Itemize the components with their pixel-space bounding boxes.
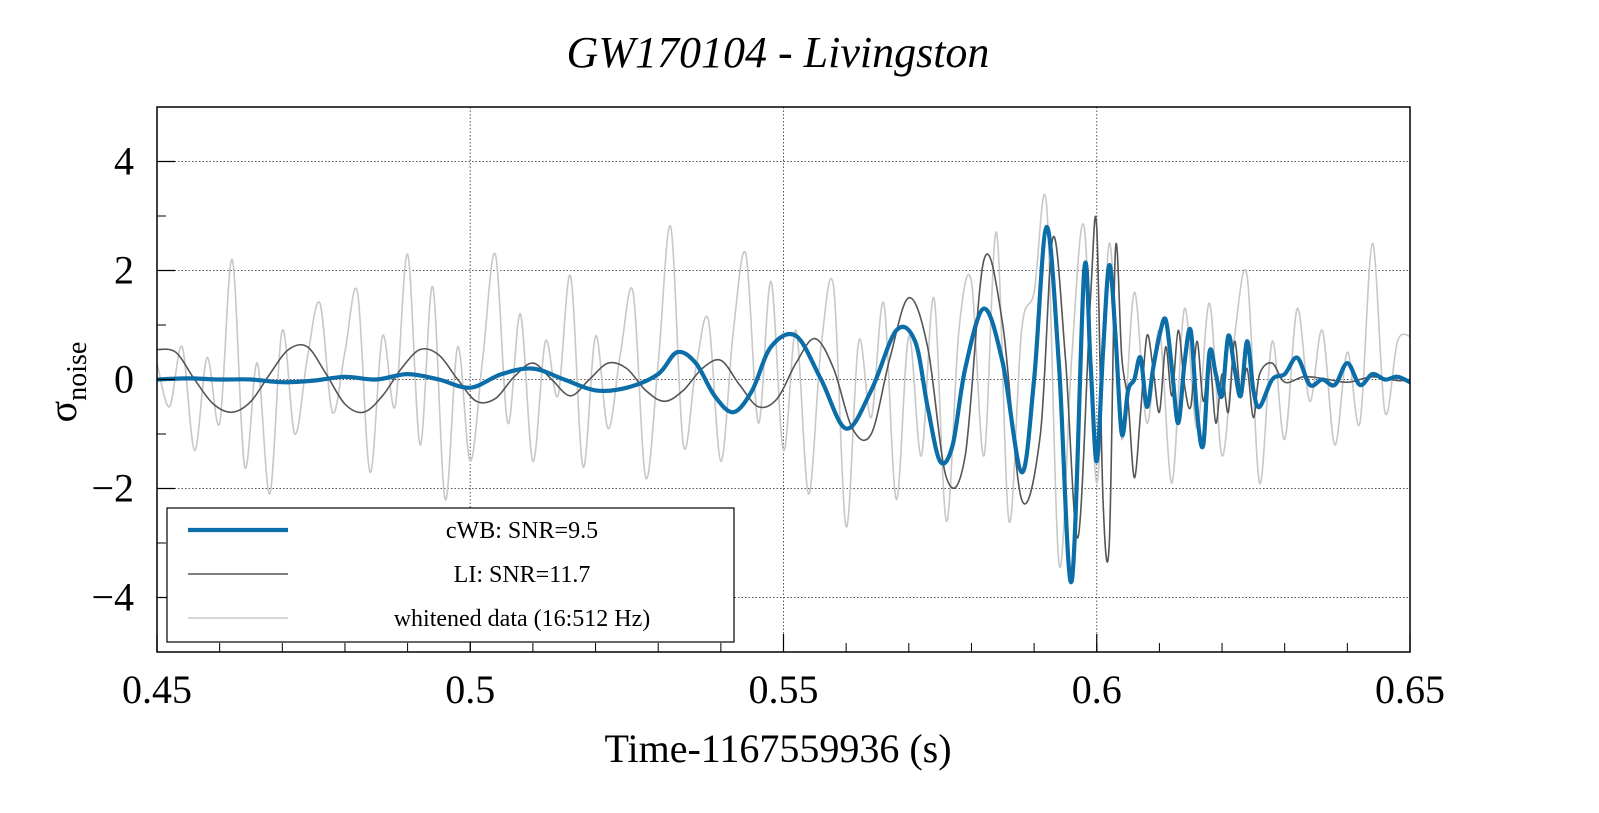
legend-label: cWB: SNR=9.5 (446, 518, 598, 544)
legend-label: LI: SNR=11.7 (454, 562, 591, 588)
y-tick-label: −4 (91, 575, 134, 620)
y-axis-label-main: σ (40, 401, 85, 423)
y-tick-label: 2 (114, 248, 134, 293)
axis-ticks: 0.45 0.5 0.55 0.6 0.65 4 2 0 −2 −4 (91, 106, 1445, 712)
legend-label: whitened data (16:512 Hz) (394, 606, 651, 632)
y-axis-label: σnoise (40, 342, 93, 423)
series-line-2 (157, 224, 1410, 585)
legend: cWB: SNR=9.5 LI: SNR=11.7 whitened data (1… (166, 507, 735, 643)
y-tick-label: −2 (91, 466, 134, 511)
x-axis-label: Time-1167559936 (s) (604, 726, 951, 771)
y-tick-label: 4 (114, 139, 134, 184)
x-tick-label: 0.55 (749, 667, 819, 712)
x-tick-label: 0.45 (122, 667, 192, 712)
y-tick-label: 0 (114, 357, 134, 402)
x-tick-label: 0.6 (1072, 667, 1122, 712)
series-layer (157, 193, 1410, 585)
x-tick-label: 0.5 (445, 667, 495, 712)
chart-title: GW170104 - Livingston (567, 28, 990, 77)
y-axis-label-sub: noise (62, 342, 93, 401)
x-tick-label: 0.65 (1375, 667, 1445, 712)
series-line-0 (157, 193, 1410, 569)
